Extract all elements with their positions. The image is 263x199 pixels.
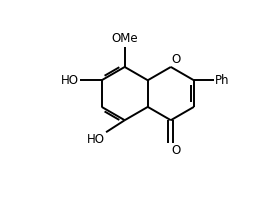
Text: OMe: OMe	[112, 32, 138, 45]
Text: O: O	[172, 144, 181, 157]
Text: O: O	[172, 53, 181, 66]
Text: HO: HO	[61, 74, 79, 87]
Text: HO: HO	[87, 133, 105, 146]
Text: Ph: Ph	[215, 74, 229, 87]
